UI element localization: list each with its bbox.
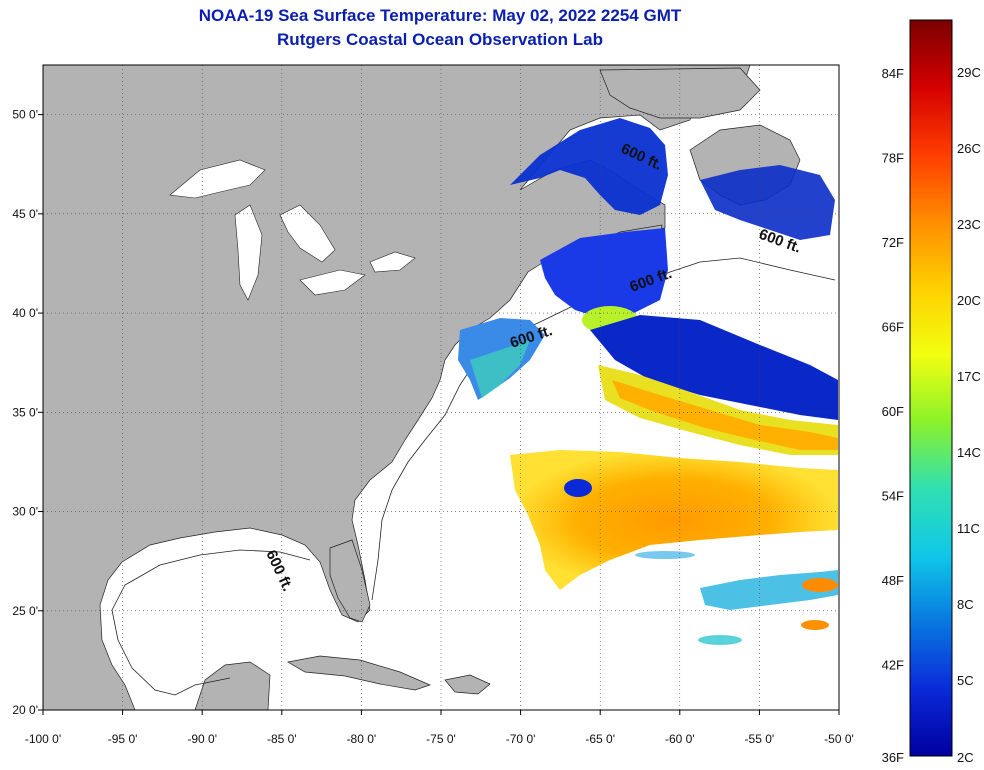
land-florida [329, 539, 371, 623]
colorbar-label-f: 72F [882, 235, 904, 250]
lon-tick-label: -65 0' [585, 732, 615, 746]
lon-tick-label: -60 0' [665, 732, 695, 746]
colorbar-label-c: 5C [957, 673, 974, 688]
map-subtitle: Rutgers Coastal Ocean Observation Lab [277, 30, 603, 49]
colorbar-label-c: 29C [957, 65, 981, 80]
colorbar-label-c: 14C [957, 445, 981, 460]
colorbar-label-c: 26C [957, 141, 981, 156]
lat-tick-label: 40 0' [12, 306, 38, 320]
lon-tick-label: -100 0' [25, 732, 61, 746]
sst-warm-patch-south [801, 620, 829, 630]
colorbar-label-c: 8C [957, 597, 974, 612]
colorbar-gradient [909, 19, 953, 757]
colorbar-label-c: 20C [957, 293, 981, 308]
lon-tick-label: -85 0' [267, 732, 297, 746]
map-title: NOAA-19 Sea Surface Temperature: May 02,… [198, 6, 682, 25]
lat-tick-label: 35 0' [12, 405, 38, 419]
colorbar-label-c: 17C [957, 369, 981, 384]
map-frame [42, 64, 840, 711]
sst-cold-eddy [564, 479, 592, 497]
colorbar-label-f: 78F [882, 151, 904, 166]
lat-tick-label: 50 0' [12, 108, 38, 122]
sst-shelf-cyan [470, 340, 530, 398]
colorbar-label-f: 60F [882, 404, 904, 419]
colorbar-label-f: 66F [882, 320, 904, 335]
sst-warm-patch-east [802, 578, 838, 592]
colorbar-celsius-labels: 29C 26C 23C 20C 17C 14C 11C 8C 5C 2C [957, 65, 981, 765]
lon-tick-label: -70 0' [506, 732, 536, 746]
sst-gulf-of-maine [540, 228, 668, 318]
lon-tick-label: -75 0' [426, 732, 456, 746]
gulf-depth-contour [111, 549, 311, 696]
lon-tick-label: -50 0' [824, 732, 854, 746]
sst-sargasso-warm [510, 450, 838, 590]
lat-tick-label: 30 0' [12, 505, 38, 519]
lat-tick-label: 25 0' [12, 604, 38, 618]
lat-tick-label: 20 0' [12, 703, 38, 717]
lat-tick-label: 45 0' [12, 207, 38, 221]
longitude-tick-labels: -100 0' -95 0' -90 0' -85 0' -80 0' -75 0' -70… [25, 732, 854, 746]
sst-slope-water [590, 315, 838, 420]
lon-tick-label: -95 0' [108, 732, 138, 746]
lon-tick-label: -90 0' [187, 732, 217, 746]
colorbar-label-f: 42F [882, 658, 904, 673]
colorbar-fahrenheit-labels: 84F 78F 72F 66F 60F 54F 48F 42F 36F [882, 66, 904, 765]
colorbar-label-c: 23C [957, 217, 981, 232]
colorbar-label-c: 2C [957, 750, 974, 765]
lon-tick-label: -80 0' [347, 732, 377, 746]
sst-labrador-sea [700, 165, 835, 240]
land-hispaniola [444, 674, 491, 695]
colorbar-label-c: 11C [957, 521, 980, 536]
lon-tick-label: -55 0' [745, 732, 775, 746]
sst-gulf-stream-core [612, 380, 838, 450]
colorbar-label-f: 54F [882, 489, 904, 504]
sst-gulf-st-lawrence [510, 118, 668, 215]
land-cuba [287, 655, 431, 691]
latitude-tick-labels: 20 0' 25 0' 30 0' 35 0' 40 0' 45 0' 50 0' [12, 108, 38, 717]
sst-cool-patch-south [698, 635, 742, 645]
colorbar-label-f: 84F [882, 66, 904, 81]
colorbar-label-f: 36F [882, 750, 904, 765]
great-lakes [169, 159, 416, 301]
sst-southeast-patches [700, 570, 838, 610]
colorbar-label-f: 48F [882, 573, 904, 588]
land-yucatan [194, 661, 271, 710]
